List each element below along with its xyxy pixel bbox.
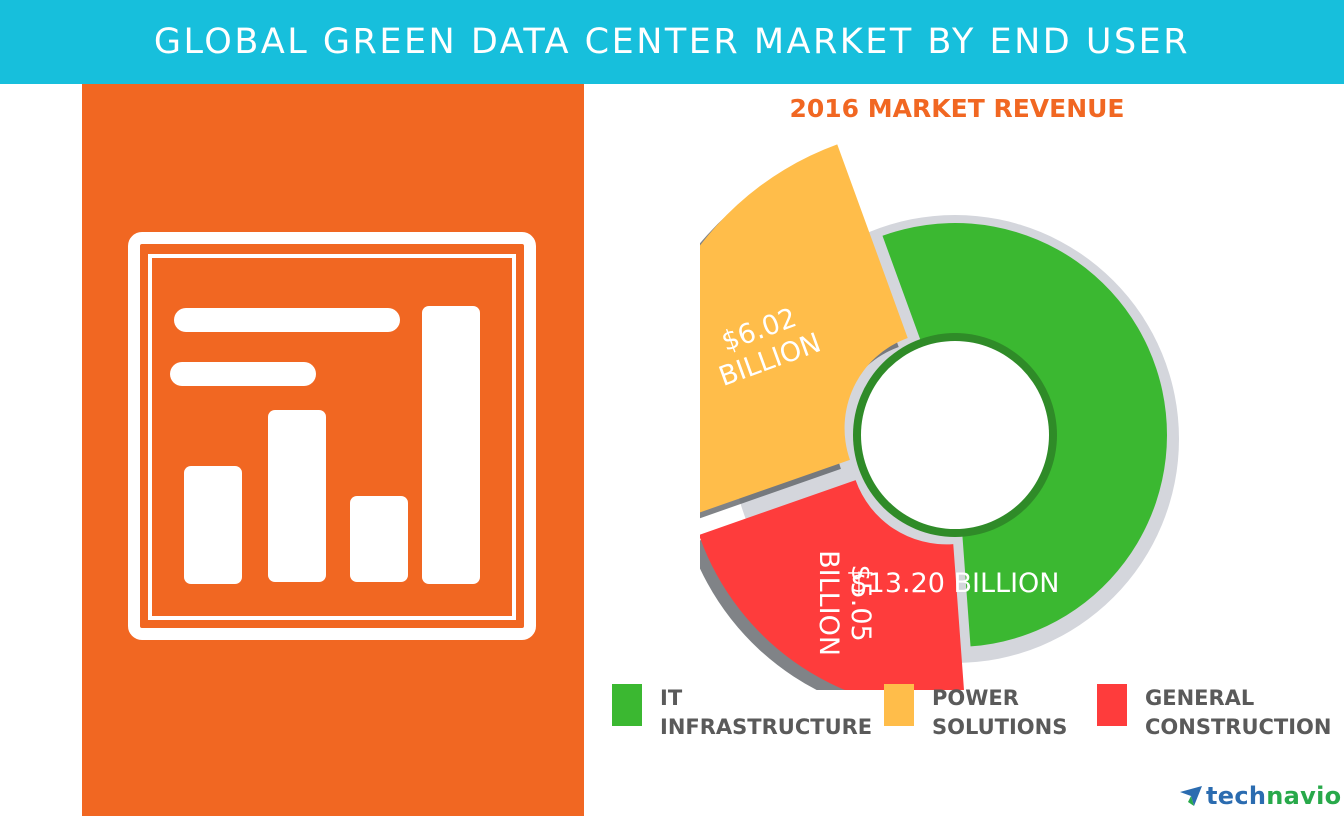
legend-item-general-construction: GENERAL CONSTRUCTION [1097,684,1332,742]
donut-hole [861,341,1049,529]
logo-text: technavio [1206,782,1342,810]
legend-label: IT INFRASTRUCTURE [660,686,873,739]
technavio-logo-icon [1180,786,1202,806]
legend-item-power-solutions: POWER SOLUTIONS [884,684,1067,742]
header-banner: GLOBAL GREEN DATA CENTER MARKET BY END U… [0,0,1344,84]
pie-slice-general-construction [700,480,964,690]
legend-swatch [612,684,642,726]
page-title: GLOBAL GREEN DATA CENTER MARKET BY END U… [153,22,1191,62]
legend-label: GENERAL CONSTRUCTION [1145,686,1332,739]
presentation-board-icon [128,232,536,640]
left-panel [82,84,584,816]
technavio-logo: technavio [1180,782,1341,810]
data-label-it-infrastructure: $13.20 BILLION [850,568,1059,599]
chart-title: 2016 MARKET REVENUE [789,94,1125,123]
legend-item-it-infrastructure: IT INFRASTRUCTURE [612,684,872,742]
legend-swatch [884,684,914,726]
data-label-general-construction: $5.05BILLION [813,550,876,656]
donut-chart: $13.20 BILLION$5.05BILLION$6.02BILLION [700,144,1179,690]
legend-label: POWER SOLUTIONS [932,686,1068,739]
pie-slice-it-infrastructure [882,223,1167,647]
legend-swatch [1097,684,1127,726]
pie-slice-power-solutions [700,144,908,513]
